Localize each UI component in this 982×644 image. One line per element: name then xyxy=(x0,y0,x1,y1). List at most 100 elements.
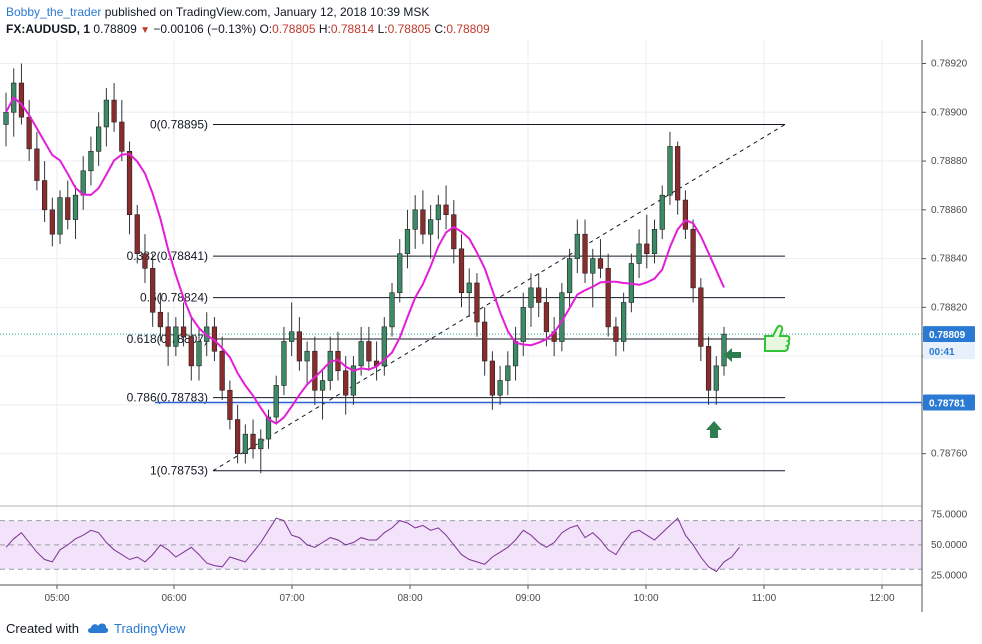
candle xyxy=(690,219,696,303)
candle-body xyxy=(26,116,32,150)
price-axis-label: 0.78840 xyxy=(931,254,968,265)
candle xyxy=(458,234,465,308)
candle xyxy=(250,419,256,459)
last-price: 0.78809 xyxy=(93,22,137,36)
candle-body xyxy=(80,170,86,196)
candle-body xyxy=(675,146,681,201)
candle-body xyxy=(319,380,326,391)
price-axis-label: 0.78900 xyxy=(931,107,968,118)
candle-body xyxy=(126,150,133,215)
candle-body xyxy=(343,370,349,396)
candle-body xyxy=(281,341,287,386)
candle-body xyxy=(597,258,604,269)
time-axis-label: 11:00 xyxy=(752,593,777,604)
open-label: O: xyxy=(259,22,273,36)
candle xyxy=(597,239,604,279)
price-chart[interactable]: 0(0.78895)0.382(0.78841)0.5(0.78824)0.61… xyxy=(0,40,982,612)
fibonacci-retracement[interactable]: 0(0.78895)0.382(0.78841)0.5(0.78824)0.61… xyxy=(0,117,922,478)
candle-body xyxy=(458,248,465,294)
candle xyxy=(644,214,650,269)
fib-level-label: 0(0.78895) xyxy=(150,117,208,131)
candle xyxy=(165,312,171,366)
price-label-tag xyxy=(923,394,975,411)
candle-body xyxy=(435,204,441,220)
rsi-axis[interactable]: 25.0000 50.0000 75.0000 xyxy=(931,510,968,582)
price-axis-label: 0.78920 xyxy=(931,59,968,70)
arrow-up-icon xyxy=(706,421,722,438)
candle xyxy=(443,185,449,230)
candle xyxy=(651,219,658,264)
candle-body xyxy=(428,219,434,235)
candle xyxy=(49,197,55,247)
candle xyxy=(88,136,94,186)
candle-body xyxy=(536,287,542,303)
candle-body xyxy=(505,365,511,381)
candle-body xyxy=(142,253,148,269)
candle-body xyxy=(528,287,534,308)
price-label-text: 00:41 xyxy=(929,347,955,358)
candle-body xyxy=(512,341,519,367)
candle-body xyxy=(250,433,256,450)
candle-body xyxy=(327,350,333,381)
candle-body xyxy=(165,326,171,347)
candle-body xyxy=(242,433,248,454)
candle-body xyxy=(3,111,9,125)
candle xyxy=(34,131,40,191)
author-link[interactable]: Bobby_the_trader xyxy=(6,5,102,19)
candle-body xyxy=(150,268,156,313)
publish-line: Bobby_the_trader published on TradingVie… xyxy=(6,4,976,21)
candle-body xyxy=(296,331,302,362)
candle xyxy=(150,253,156,327)
candle-body xyxy=(636,243,642,264)
time-axis-label: 09:00 xyxy=(515,593,540,604)
time-axis[interactable]: 05:00 06:00 07:00 08:00 09:00 10:00 11:00 12:00 xyxy=(44,585,895,604)
candle xyxy=(621,292,627,352)
candle-body xyxy=(466,282,472,294)
candle xyxy=(281,326,287,396)
candle-body xyxy=(443,204,449,215)
high-label: H: xyxy=(318,22,331,36)
candle xyxy=(227,380,233,430)
candle xyxy=(566,248,573,308)
candle-body xyxy=(72,194,79,220)
candle-body xyxy=(57,197,63,235)
candle xyxy=(428,204,434,259)
candle xyxy=(258,429,264,474)
candle xyxy=(366,326,372,371)
arrow-left-icon xyxy=(724,348,741,362)
candle-body xyxy=(582,233,588,274)
candle xyxy=(613,317,619,357)
candle xyxy=(590,248,596,308)
candle-body xyxy=(404,229,411,255)
candle xyxy=(582,219,588,283)
candle xyxy=(675,141,681,215)
price-axis-label: 0.78820 xyxy=(931,302,968,313)
price-axis-label: 0.78760 xyxy=(931,449,968,460)
time-axis-label: 06:00 xyxy=(161,593,186,604)
candle xyxy=(265,409,272,449)
candle xyxy=(126,141,133,235)
candle-body xyxy=(682,199,689,230)
candle-body xyxy=(613,326,619,342)
candle-body xyxy=(273,385,279,418)
time-axis-label: 08:00 xyxy=(397,593,422,604)
candle-body xyxy=(358,341,364,367)
candle-body xyxy=(265,416,272,440)
tradingview-link[interactable]: TradingView xyxy=(87,621,186,636)
candle-body xyxy=(18,82,25,118)
candle xyxy=(111,83,117,132)
candle-body xyxy=(721,333,727,367)
candle xyxy=(41,161,48,223)
candle xyxy=(57,190,63,244)
candle-body xyxy=(34,148,40,181)
time-axis-label: 12:00 xyxy=(869,593,894,604)
candle-body xyxy=(621,302,627,342)
candle-body xyxy=(605,268,611,328)
candle-body xyxy=(350,365,357,396)
candle xyxy=(636,229,642,279)
candle-body xyxy=(157,311,164,328)
candle-body xyxy=(304,350,310,362)
price-label-tag xyxy=(923,326,975,343)
candle-body xyxy=(234,419,241,454)
candle xyxy=(574,219,580,274)
